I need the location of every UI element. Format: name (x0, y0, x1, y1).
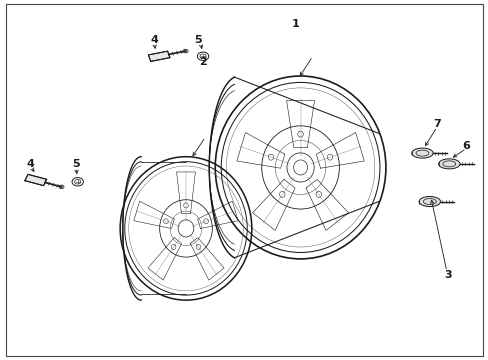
Text: 2: 2 (199, 57, 206, 67)
Text: 5: 5 (72, 159, 80, 169)
Ellipse shape (418, 197, 440, 207)
Ellipse shape (438, 159, 459, 169)
Ellipse shape (411, 148, 432, 158)
Text: 4: 4 (150, 35, 158, 45)
Circle shape (183, 49, 188, 53)
Text: 4: 4 (26, 159, 34, 169)
Text: 3: 3 (443, 270, 451, 280)
Text: 1: 1 (291, 19, 299, 29)
Polygon shape (25, 174, 47, 186)
Text: 5: 5 (194, 35, 202, 45)
Text: 6: 6 (462, 141, 469, 151)
Text: 7: 7 (432, 120, 440, 129)
Polygon shape (148, 51, 170, 62)
Circle shape (59, 185, 64, 189)
